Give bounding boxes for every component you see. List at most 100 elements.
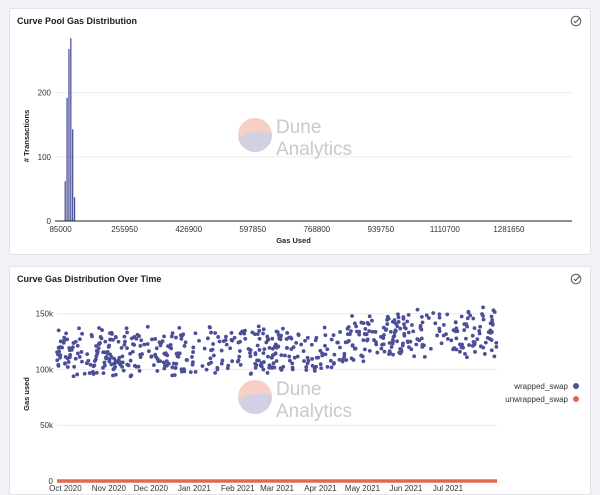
scatter-point-wrapped-swap xyxy=(295,354,300,359)
scatter-point-wrapped-swap xyxy=(75,351,80,356)
scatter-point-wrapped-swap xyxy=(123,339,127,344)
scatter-point-wrapped-swap xyxy=(248,372,253,376)
scatter-point-wrapped-swap xyxy=(435,333,440,338)
scatter-point-wrapped-swap xyxy=(128,351,132,356)
scatter-point-wrapped-swap xyxy=(224,342,229,347)
scatter-point-wrapped-swap xyxy=(266,354,270,359)
scatter-point-wrapped-swap xyxy=(219,361,224,366)
scatter-point-wrapped-swap xyxy=(290,367,295,372)
x-tick-label: 255950 xyxy=(111,225,138,234)
scatter-point-wrapped-swap xyxy=(157,340,162,345)
scatter-point-wrapped-swap xyxy=(248,350,252,355)
scatter-point-wrapped-swap xyxy=(135,332,140,337)
scatter-point-wrapped-swap xyxy=(492,354,497,359)
scatter-point-wrapped-swap xyxy=(147,349,151,354)
scatter-point-wrapped-swap xyxy=(229,331,234,335)
scatter-point-wrapped-swap xyxy=(393,328,398,333)
scatter-point-wrapped-swap xyxy=(174,335,178,340)
scatter-point-wrapped-swap xyxy=(359,320,364,325)
scatter-point-wrapped-swap xyxy=(193,369,198,374)
x-tick-label: Jan 2021 xyxy=(178,484,211,493)
scatter-point-wrapped-swap xyxy=(392,318,397,323)
scatter-point-wrapped-swap xyxy=(113,372,118,377)
scatter-point-wrapped-swap xyxy=(398,351,403,356)
scatter-point-wrapped-swap xyxy=(458,342,462,347)
scatter-point-wrapped-swap xyxy=(361,338,366,342)
scatter-point-wrapped-swap xyxy=(445,336,450,341)
scatter-point-wrapped-swap xyxy=(254,363,259,367)
x-axis-label: Gas Used xyxy=(276,236,311,245)
scatter-point-wrapped-swap xyxy=(291,345,296,350)
scatter-point-wrapped-swap xyxy=(188,370,193,375)
scatter-point-wrapped-swap xyxy=(240,329,244,334)
scatter-point-wrapped-swap xyxy=(257,328,262,333)
scatter-point-wrapped-swap xyxy=(166,361,171,366)
scatter-point-wrapped-swap xyxy=(153,337,158,341)
y-tick-label: 0 xyxy=(49,477,54,486)
x-tick-label: 426900 xyxy=(175,225,202,234)
scatter-point-wrapped-swap xyxy=(63,361,67,366)
scatter-point-wrapped-swap xyxy=(340,359,345,364)
scatter-point-wrapped-swap xyxy=(458,349,462,354)
x-tick-label: May 2021 xyxy=(345,484,381,493)
scatter-point-wrapped-swap xyxy=(411,329,416,334)
scatter-point-wrapped-swap xyxy=(232,335,237,340)
y-tick-label: 50k xyxy=(40,421,54,430)
check-circle-icon[interactable] xyxy=(570,273,582,285)
scatter-point-wrapped-swap xyxy=(338,345,342,350)
scatter-point-wrapped-swap xyxy=(119,346,124,350)
scatter-point-wrapped-swap xyxy=(454,328,459,333)
scatter-point-wrapped-swap xyxy=(406,330,411,335)
scatter-point-wrapped-swap xyxy=(367,329,372,333)
scatter-point-wrapped-swap xyxy=(331,333,336,338)
scatter-point-wrapped-swap xyxy=(177,325,182,330)
scatter-point-wrapped-swap xyxy=(162,366,167,371)
scatter-point-wrapped-swap xyxy=(243,336,248,341)
check-circle-icon[interactable] xyxy=(570,15,582,27)
scatter-point-wrapped-swap xyxy=(302,359,306,363)
scatter-point-wrapped-swap xyxy=(331,361,336,366)
scatter-point-wrapped-swap xyxy=(215,367,220,372)
scatter-point-wrapped-swap xyxy=(107,357,112,361)
scatter-point-wrapped-swap xyxy=(154,346,159,351)
scatter-point-wrapped-swap xyxy=(174,351,179,356)
scatter-point-wrapped-swap xyxy=(329,337,334,342)
legend-marker xyxy=(573,396,579,402)
scatter-point-wrapped-swap xyxy=(55,358,60,363)
histogram-bar xyxy=(70,38,72,221)
x-tick-label: Jul 2021 xyxy=(433,484,464,493)
scatter-point-wrapped-swap xyxy=(113,359,118,363)
scatter-point-wrapped-swap xyxy=(77,326,81,331)
scatter-point-wrapped-swap xyxy=(162,334,166,339)
scatter-point-wrapped-swap xyxy=(257,348,262,352)
scatter-point-wrapped-swap xyxy=(309,342,314,347)
scatter-point-wrapped-swap xyxy=(403,326,408,331)
scatter-point-wrapped-swap xyxy=(312,369,317,373)
scatter-point-wrapped-swap xyxy=(336,340,340,345)
scatter-point-wrapped-swap xyxy=(138,344,143,348)
scatter-point-wrapped-swap xyxy=(323,333,328,338)
scatter-point-wrapped-swap xyxy=(329,365,334,370)
scatter-point-wrapped-swap xyxy=(310,363,315,368)
scatter-point-wrapped-swap xyxy=(160,339,165,344)
scatter-point-wrapped-swap xyxy=(259,364,264,369)
scatter-point-wrapped-swap xyxy=(265,337,270,342)
scatter-point-wrapped-swap xyxy=(261,351,266,356)
scatter-point-wrapped-swap xyxy=(92,363,97,368)
scatter-point-wrapped-swap xyxy=(128,358,133,363)
scatter-point-wrapped-swap xyxy=(281,326,285,331)
scatter-point-wrapped-swap xyxy=(350,343,355,348)
scatter-point-wrapped-swap xyxy=(230,359,235,364)
scatter-point-wrapped-swap xyxy=(285,346,289,350)
watermark-logo-bottom xyxy=(238,393,272,414)
scatter-point-wrapped-swap xyxy=(237,354,242,359)
scatter-point-wrapped-swap xyxy=(318,348,323,353)
scatter-point-wrapped-swap xyxy=(261,360,266,364)
scatter-point-wrapped-swap xyxy=(150,337,154,342)
scatter-point-wrapped-swap xyxy=(105,350,110,354)
scatter-point-wrapped-swap xyxy=(211,353,216,358)
scatter-point-wrapped-swap xyxy=(205,336,210,341)
scatter-point-wrapped-swap xyxy=(328,358,333,363)
scatter-point-wrapped-swap xyxy=(246,347,251,351)
